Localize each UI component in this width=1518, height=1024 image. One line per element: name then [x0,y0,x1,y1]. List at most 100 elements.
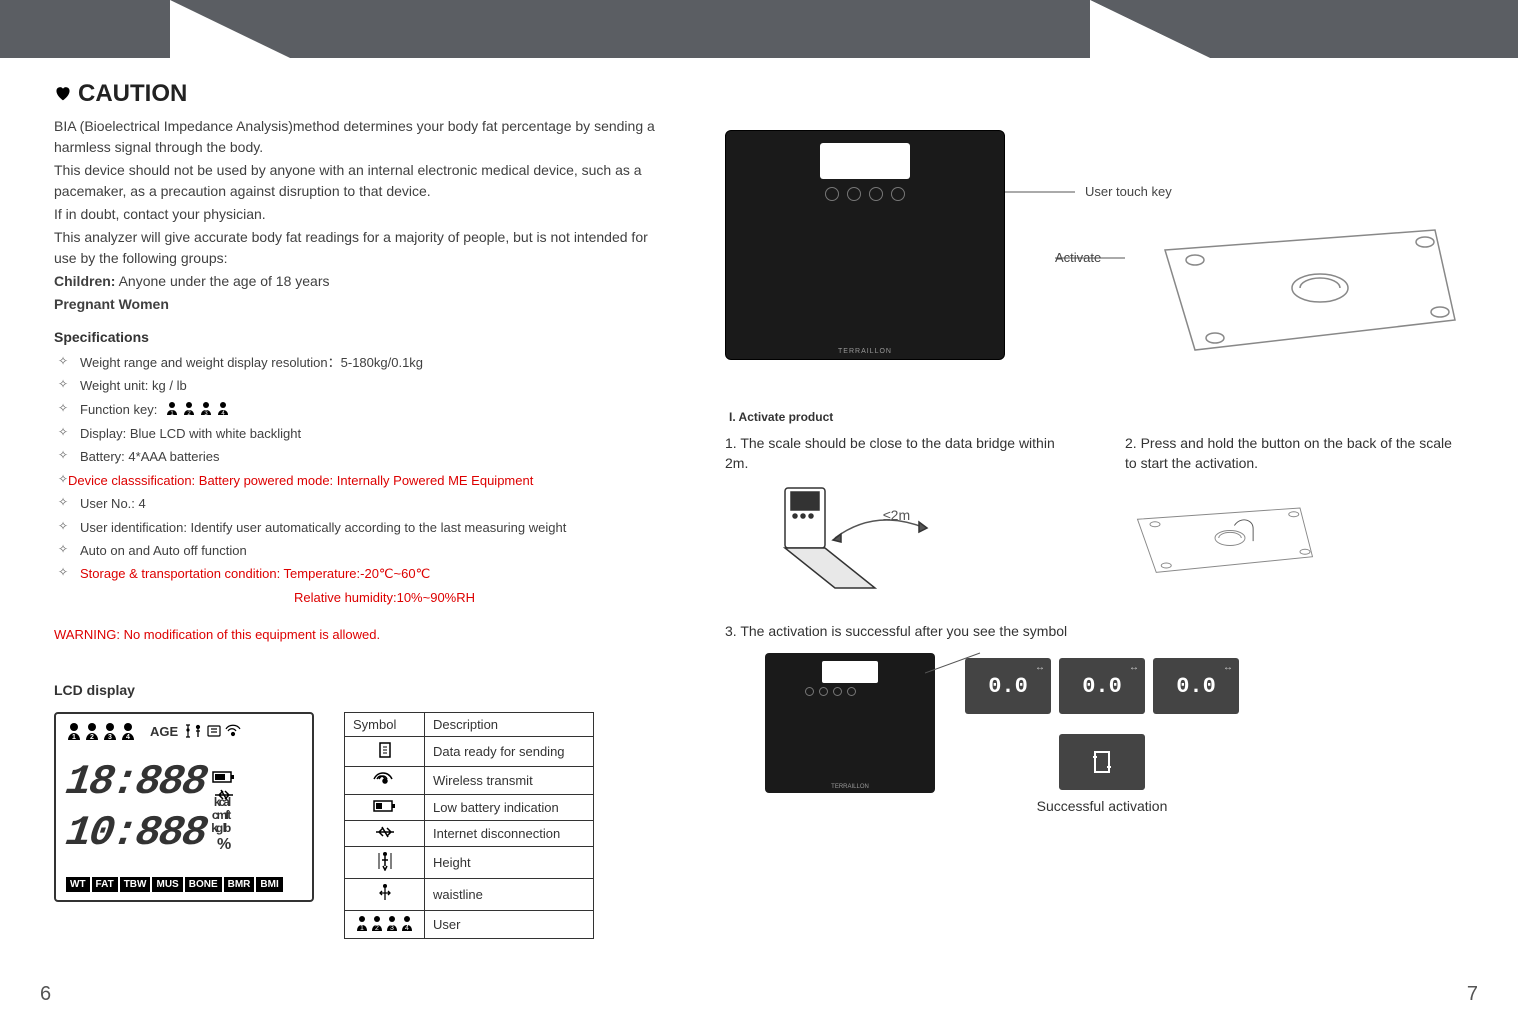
top-banner [0,0,1518,58]
step3-text: 3. The activation is successful after yo… [725,623,1465,639]
lcd-units-2: kcal cmft kg lb % [211,796,229,853]
scale-small-brand: TERRAILLON [831,784,869,790]
spec-item-9: Storage & transportation condition: Temp… [54,562,674,585]
sk1 [805,687,814,696]
caution-pregnant: Pregnant Women [54,294,674,315]
heart-icon [54,80,72,108]
svg-text:4: 4 [405,925,409,931]
spec-item-2-text: Function key: [80,402,161,417]
mode-wt: WT [66,877,90,892]
warning-text: WARNING: No modification of this equipme… [54,627,674,642]
scale-key-2 [847,187,861,201]
unit-pct: % [211,836,229,854]
spec-item-1: Weight unit: kg / lb [54,374,674,397]
doc-desc: Data ready for sending [425,737,594,767]
sk3 [833,687,842,696]
scale-front-image: TERRAILLON [725,130,1005,360]
dg2: 0.0 [1082,674,1122,699]
caution-title-text: CAUTION [78,80,187,108]
waist-icon [345,879,425,911]
page-number-right: 7 [1467,983,1478,1006]
lcd-digits-block: 18:888 10:888 kcal cmft kg lb % [66,764,302,853]
arr3: ↔ [1223,662,1233,673]
spec-item-2: Function key: 1 2 3 4 [54,398,674,422]
step1-dist-label: ≤2m [883,507,910,523]
svg-text:1: 1 [72,734,76,740]
height-desc: Height [425,847,594,879]
disp-cell-2: ↔ 0.0 [1059,658,1145,714]
symbol-row-net: Internet disconnection [345,821,594,847]
lcd-mode-row: WT FAT TBW MUS BONE BMR BMI [66,877,302,892]
sk4 [847,687,856,696]
caution-para-1: BIA (Bioelectrical Impedance Analysis)me… [54,116,674,158]
storage-humidity: Relative humidity:10%~90%RH [294,586,674,609]
caution-heading: CAUTION [54,80,674,108]
unit-kglb: kg lb [211,822,229,835]
dg1: 0.0 [988,674,1028,699]
success-label: Successful activation [965,798,1239,814]
lcd-display-box: 1 2 3 4 AGE [54,712,314,902]
dg3: 0.0 [1176,674,1216,699]
symbol-row-waist: waistline [345,879,594,911]
scale-display [820,143,910,179]
symbol-table-head: Symbol Description [345,713,594,737]
display-strip-block: ↔ 0.0 ↔ 0.0 ↔ 0.0 Successful activation [965,653,1239,814]
mode-bmr: BMR [224,877,255,892]
scale-illustration-row: TERRAILLON User touch key Activate [725,130,1465,360]
step2-text: 2. Press and hold the button on the back… [1125,434,1465,473]
net-desc: Internet disconnection [425,821,594,847]
users-icon: 1234 [345,911,425,939]
scale-key-1 [825,187,839,201]
wifi-icon [345,767,425,795]
caution-para-4: This analyzer will give accurate body fa… [54,227,674,269]
scale-key-3 [869,187,883,201]
symbol-table: Symbol Description Data ready for sendin… [344,712,594,939]
waist-desc: waistline [425,879,594,911]
display-strip: ↔ 0.0 ↔ 0.0 ↔ 0.0 [965,658,1239,714]
banner-shape [0,0,1518,70]
symbol-row-doc: Data ready for sending [345,737,594,767]
lcd-age-label: AGE [150,724,178,739]
sk2 [819,687,828,696]
function-key-icons: 1 2 3 4 [165,399,235,422]
step-1: 1. The scale should be close to the data… [725,434,1065,593]
scale-brand: TERRAILLON [838,348,892,355]
user-touch-key-label: User touch key [1085,184,1172,199]
specs-list: Weight range and weight display resoluti… [54,351,674,586]
scale-small-display [822,661,878,683]
svg-text:4: 4 [126,734,130,740]
scale-small-image: TERRAILLON [765,653,935,793]
symbol-row-wifi: Wireless transmit [345,767,594,795]
spec-item-5: Device classsification: Battery powered … [54,469,674,492]
success-display [1059,734,1145,790]
svg-text:2: 2 [375,925,379,931]
activate-label: Activate [1055,250,1101,265]
arr2: ↔ [1129,662,1139,673]
spec-item-8: Auto on and Auto off function [54,539,674,562]
batt-desc: Low battery indication [425,795,594,821]
symbol-row-batt: Low battery indication [345,795,594,821]
th-symbol: Symbol [345,713,425,737]
caution-children: Children: Anyone under the age of 18 yea… [54,271,674,292]
height-icon [345,847,425,879]
mode-bmi: BMI [256,877,282,892]
doc-icon [345,737,425,767]
step1-image: ≤2m [765,483,965,593]
disp-cell-3: ↔ 0.0 [1153,658,1239,714]
lcd-top-icons [184,723,254,739]
spec-item-0: Weight range and weight display resoluti… [54,351,674,374]
step-row: 1. The scale should be close to the data… [725,434,1465,593]
right-column: TERRAILLON User touch key Activate [725,130,1465,814]
caution-para-2: This device should not be used by anyone… [54,160,674,202]
specs-heading: Specifications [54,329,674,345]
wifi-desc: Wireless transmit [425,767,594,795]
lcd-top-row: 1 2 3 4 AGE [66,722,302,740]
spec-item-6: User No.: 4 [54,492,674,515]
symbol-row-height: Height [345,847,594,879]
spec-item-3: Display: Blue LCD with white backlight [54,422,674,445]
scale-key-4 [891,187,905,201]
net-icon [345,821,425,847]
bridge-outline-image [1135,220,1465,370]
mode-tbw: TBW [120,877,151,892]
lcd-row: 1 2 3 4 AGE [54,712,674,939]
